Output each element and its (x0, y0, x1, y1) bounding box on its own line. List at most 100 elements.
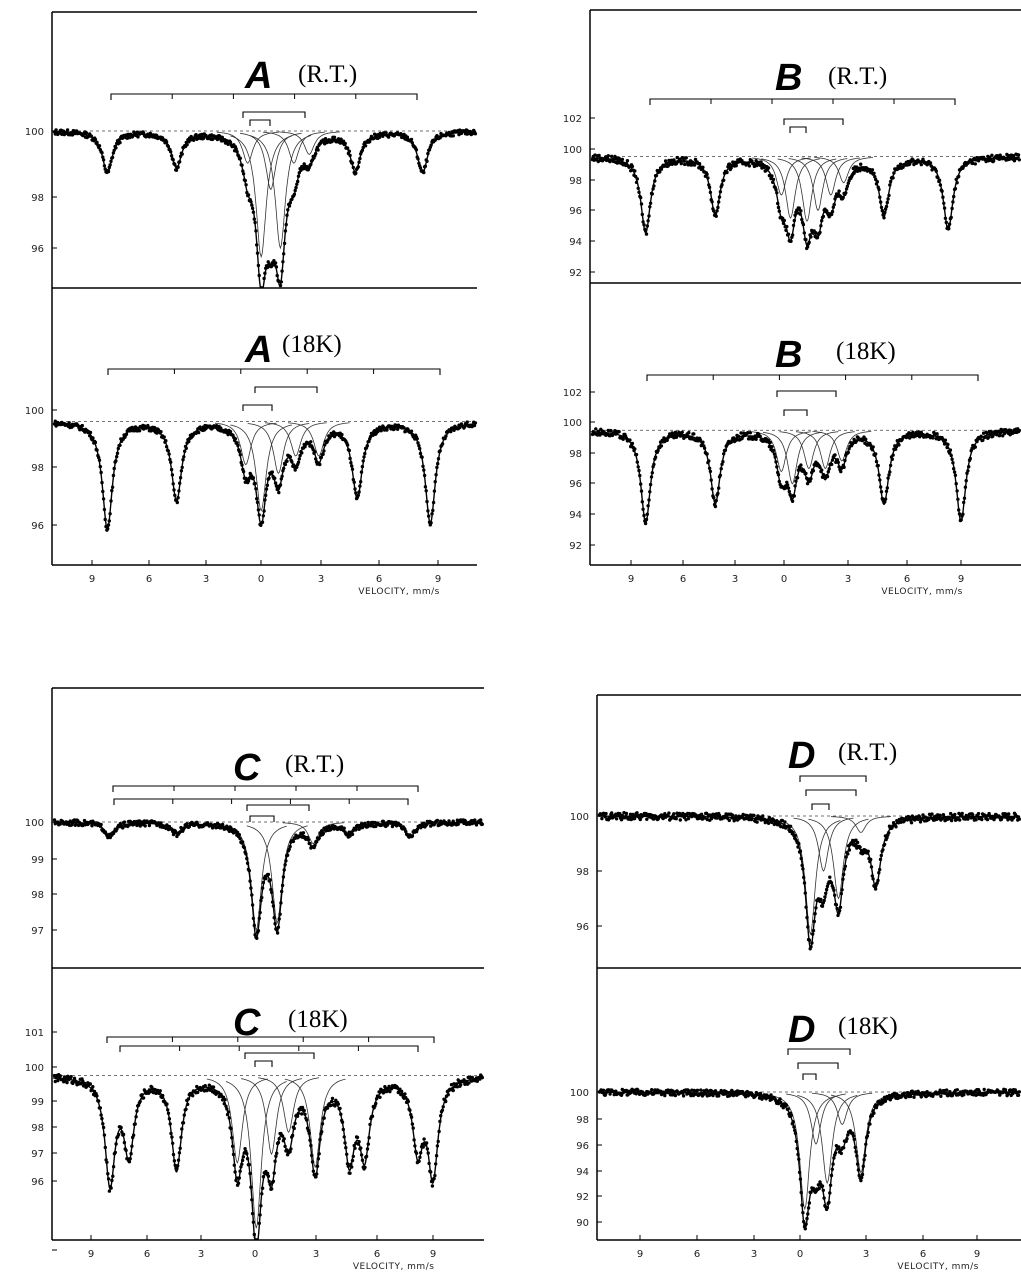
component-curve (751, 431, 811, 473)
data-point (60, 132, 64, 136)
multiplet-bracket (805, 789, 857, 796)
y-tick-label: 100 (25, 818, 44, 829)
component-curve (230, 424, 293, 512)
data-point (332, 135, 337, 139)
y-tick-label: 99 (31, 855, 44, 866)
multiplet-bracket (113, 798, 409, 805)
y-tick-label: 96 (31, 244, 44, 255)
data-point (717, 813, 722, 818)
x-tick-label: 3 (203, 574, 209, 585)
multiplet-bracket (246, 804, 310, 811)
data-point (673, 1093, 678, 1098)
y-tick-label: 94 (569, 510, 582, 521)
data-point (674, 817, 678, 821)
y-tick-label: 99 (31, 1097, 44, 1108)
data-point (150, 1085, 154, 1090)
fit-curve (591, 430, 1020, 524)
y-tick-label: 102 (563, 388, 582, 399)
data-point (638, 817, 642, 822)
component-curve (241, 1078, 302, 1156)
data-point (980, 817, 984, 822)
data-point (225, 824, 229, 828)
x-tick-label: 3 (732, 574, 738, 585)
data-point (617, 430, 621, 434)
data-point (837, 189, 841, 193)
data-point (392, 427, 396, 431)
y-tick-label: 100 (563, 418, 582, 429)
x-tick-label: 9 (974, 1249, 980, 1260)
y-tick-label: 101 (25, 1028, 44, 1039)
y-tick-label: 96 (576, 922, 589, 933)
data-point (699, 1088, 703, 1092)
data-point (678, 818, 682, 822)
data-point (1016, 153, 1021, 157)
data-point (207, 1083, 211, 1087)
data-point (88, 1082, 93, 1086)
component-curve (214, 422, 277, 466)
panel-condition: (R.T.) (828, 63, 887, 90)
data-point (155, 431, 159, 435)
data-point (663, 812, 667, 816)
data-point (467, 1081, 471, 1085)
data-point (699, 812, 704, 816)
y-tick-label: 102 (563, 114, 582, 125)
data-point (473, 132, 478, 136)
data-point (363, 1165, 367, 1170)
y-tick-label: 97 (31, 1149, 44, 1160)
data-point (625, 159, 630, 163)
x-tick-label: 6 (146, 574, 152, 585)
component-curve (230, 135, 293, 259)
data-point (348, 1171, 352, 1175)
data-point (52, 818, 57, 822)
data-point (210, 137, 215, 142)
data-point (782, 218, 786, 223)
data-point (919, 162, 923, 167)
data-point (755, 820, 759, 824)
component-curve (225, 1081, 287, 1229)
panel-condition: (18K) (838, 1013, 898, 1040)
component-curve (263, 131, 325, 164)
data-point (960, 811, 964, 816)
multiplet-bracket (112, 785, 419, 792)
data-point (709, 1089, 714, 1093)
data-point (684, 156, 688, 160)
data-point (91, 1085, 95, 1089)
data-point (378, 1095, 382, 1100)
data-point (938, 813, 942, 817)
data-point (908, 162, 912, 166)
data-point (766, 166, 771, 170)
data-point (330, 1096, 335, 1101)
y-tick-label: 98 (569, 176, 582, 187)
panel-condition: (R.T.) (298, 61, 357, 88)
data-point (770, 820, 774, 825)
data-point (609, 154, 614, 158)
data-point (752, 813, 756, 818)
data-point (974, 818, 978, 822)
data-point (989, 429, 993, 434)
data-point (347, 830, 351, 834)
data-point (986, 435, 991, 439)
data-point (456, 822, 460, 826)
component-curve (793, 817, 854, 872)
data-point (459, 1083, 463, 1087)
component-curve (247, 423, 310, 474)
y-tick-label: 98 (31, 890, 44, 901)
data-point (141, 1096, 146, 1100)
component-curve (777, 158, 837, 223)
fit-curve (53, 1077, 483, 1240)
data-point (928, 161, 933, 165)
data-point (918, 435, 922, 439)
data-point (783, 820, 787, 824)
data-point (687, 430, 691, 435)
data-point (65, 128, 70, 132)
data-point (220, 135, 224, 139)
data-point (635, 811, 639, 815)
data-point (731, 160, 735, 164)
multiplet-bracket (110, 93, 418, 100)
data-point (930, 812, 934, 816)
data-point (675, 155, 679, 160)
component-curve (258, 1077, 320, 1134)
y-tick-label: 96 (576, 1141, 589, 1152)
fit-curve (53, 821, 483, 940)
